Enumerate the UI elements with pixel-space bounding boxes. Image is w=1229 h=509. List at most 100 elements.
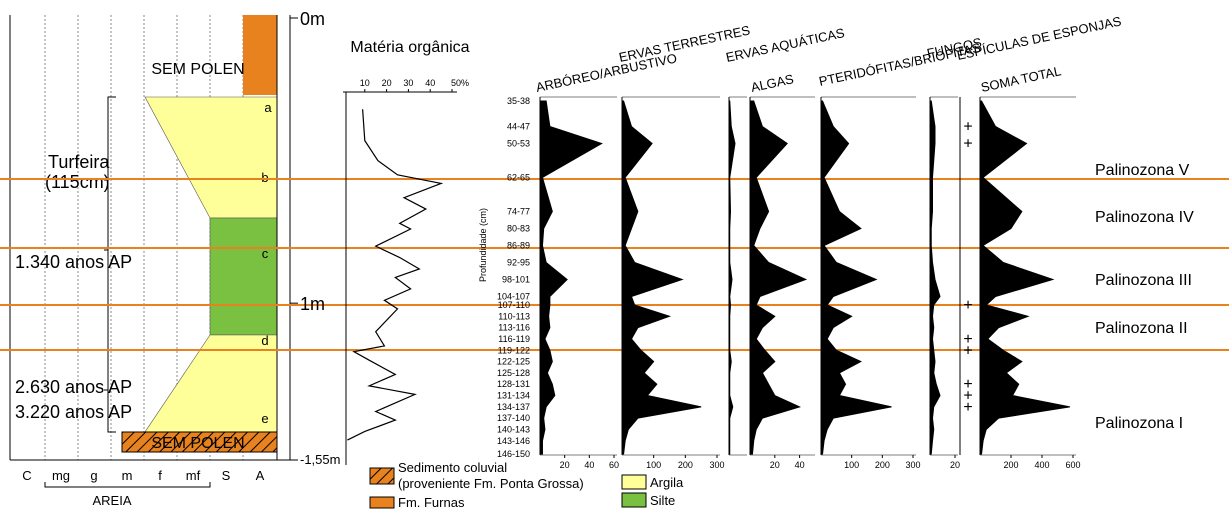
date-label: 1.340 anos AP xyxy=(15,252,132,272)
date-label: 3.220 anos AP xyxy=(15,402,132,422)
silt-layer xyxy=(210,218,277,335)
grain-size-label: g xyxy=(90,468,97,483)
layer-letter: d xyxy=(261,333,268,348)
depth-label: 107-110 xyxy=(498,300,530,310)
spicule-marker: + xyxy=(963,399,972,416)
legend-label: Argila xyxy=(650,475,684,490)
zone-label: Palinozona V xyxy=(1095,162,1190,179)
x-tick-label: 100 xyxy=(646,460,661,470)
x-tick-label: 50% xyxy=(451,78,469,88)
depth-label: 125-128 xyxy=(497,368,530,378)
x-tick-label: 40 xyxy=(425,78,435,88)
depth-label: 35-38 xyxy=(507,96,530,106)
spicule-marker: + xyxy=(963,136,972,153)
legend-swatch xyxy=(370,468,394,484)
peat-label: Turfeira xyxy=(48,152,110,172)
depth-label: 143-146 xyxy=(497,436,530,446)
depth-label: 92-95 xyxy=(507,258,530,268)
x-tick-label: 40 xyxy=(584,460,594,470)
depth-label: 74-77 xyxy=(507,207,530,217)
legend-label: Silte xyxy=(650,493,675,508)
legend: Sedimento coluvial (proveniente Fm. Pont… xyxy=(370,460,684,509)
x-tick-label: 600 xyxy=(1065,460,1080,470)
grain-size-label: mf xyxy=(186,468,201,483)
grain-size-label: f xyxy=(158,468,162,483)
x-tick-label: 200 xyxy=(678,460,693,470)
x-tick-label: 40 xyxy=(795,460,805,470)
depth-label: 80-83 xyxy=(507,224,530,234)
lithology-column: SEM POLEN SEM POLEN a b c d e Turfeira (… xyxy=(10,15,290,508)
depth-label: 146-150 xyxy=(497,449,530,459)
x-tick-label: 20 xyxy=(950,460,960,470)
x-tick-label: 20 xyxy=(770,460,780,470)
y-tick-label: -1,55m xyxy=(300,452,340,467)
zone-label: Palinozona II xyxy=(1095,320,1188,337)
depth-label: 140-143 xyxy=(497,424,530,434)
spicule-marker: + xyxy=(963,297,972,314)
depth-label: 110-113 xyxy=(498,311,530,321)
date-label: 2.630 anos AP xyxy=(15,377,132,397)
y-tick-label: 1m xyxy=(300,294,325,314)
zone-label: Palinozona I xyxy=(1095,415,1183,432)
depth-label: 134-137 xyxy=(497,402,530,412)
x-tick-label: 200 xyxy=(1003,460,1018,470)
x-tick-label: 10 xyxy=(360,78,370,88)
depth-label: 86-89 xyxy=(507,241,530,251)
no-pollen-label: SEM POLEN xyxy=(151,61,244,78)
grain-size-label: S xyxy=(222,468,231,483)
x-tick-label: 100 xyxy=(844,460,859,470)
legend-label: Fm. Furnas xyxy=(398,495,465,509)
depth-label: 50-53 xyxy=(507,139,530,149)
grain-size-label: mg xyxy=(52,468,70,483)
organic-matter-line xyxy=(347,109,441,440)
y-tick-label: 0m xyxy=(300,9,325,29)
y-axis-title: Profundidade (cm) xyxy=(478,208,488,282)
depth-label: 62-65 xyxy=(507,173,530,183)
layer-letter: e xyxy=(261,411,268,426)
x-tick-label: 200 xyxy=(875,460,890,470)
pollen-area xyxy=(540,101,602,454)
zone-label: Palinozona IV xyxy=(1095,209,1194,226)
grain-size-label: C xyxy=(22,468,31,483)
spicule-marker: + xyxy=(963,342,972,359)
layer-letter: a xyxy=(264,100,272,115)
peat-thickness: (115cm) xyxy=(45,172,110,192)
x-tick-label: 20 xyxy=(382,78,392,88)
depth-label: 119-122 xyxy=(498,345,530,355)
pollen-area xyxy=(821,101,892,454)
x-tick-label: 300 xyxy=(905,460,920,470)
x-tick-label: 20 xyxy=(560,460,570,470)
layer-letter: b xyxy=(261,170,268,185)
x-tick-label: 400 xyxy=(1034,460,1049,470)
x-tick-label: 60 xyxy=(609,460,619,470)
clay-layer xyxy=(145,97,277,218)
pollen-area xyxy=(930,101,940,454)
spicule-marker: + xyxy=(963,119,972,136)
grain-size-label: A xyxy=(256,468,265,483)
legend-label: Sedimento coluvial xyxy=(398,460,507,475)
pollen-area xyxy=(729,101,735,454)
grain-size-label: m xyxy=(122,468,133,483)
depth-label: 98-101 xyxy=(502,275,530,285)
depth-label: 128-131 xyxy=(497,379,530,389)
x-tick-label: 300 xyxy=(709,460,724,470)
depth-label: 113-116 xyxy=(498,323,530,333)
zone-label: Palinozona III xyxy=(1095,272,1192,289)
depth-label: 44-47 xyxy=(507,122,530,132)
pollen-area xyxy=(980,101,1070,454)
depth-label: 122-125 xyxy=(497,357,530,367)
furnas-layer xyxy=(243,15,277,95)
legend-label: (proveniente Fm. Ponta Grossa) xyxy=(398,476,584,491)
panel-title: ALGAS xyxy=(750,71,796,95)
zone-lines xyxy=(0,179,1229,350)
legend-swatch xyxy=(370,497,394,508)
panel-title: SOMA TOTAL xyxy=(980,63,1063,95)
pollen-area xyxy=(750,101,806,454)
chart-title: Matéria orgânica xyxy=(350,39,469,56)
figure: SEM POLEN SEM POLEN a b c d e Turfeira (… xyxy=(0,0,1229,509)
pollen-area xyxy=(622,101,701,454)
no-pollen-label: SEM POLEN xyxy=(151,435,244,452)
x-tick-label: 30 xyxy=(403,78,413,88)
legend-swatch xyxy=(622,475,646,489)
sand-label: AREIA xyxy=(92,493,131,508)
